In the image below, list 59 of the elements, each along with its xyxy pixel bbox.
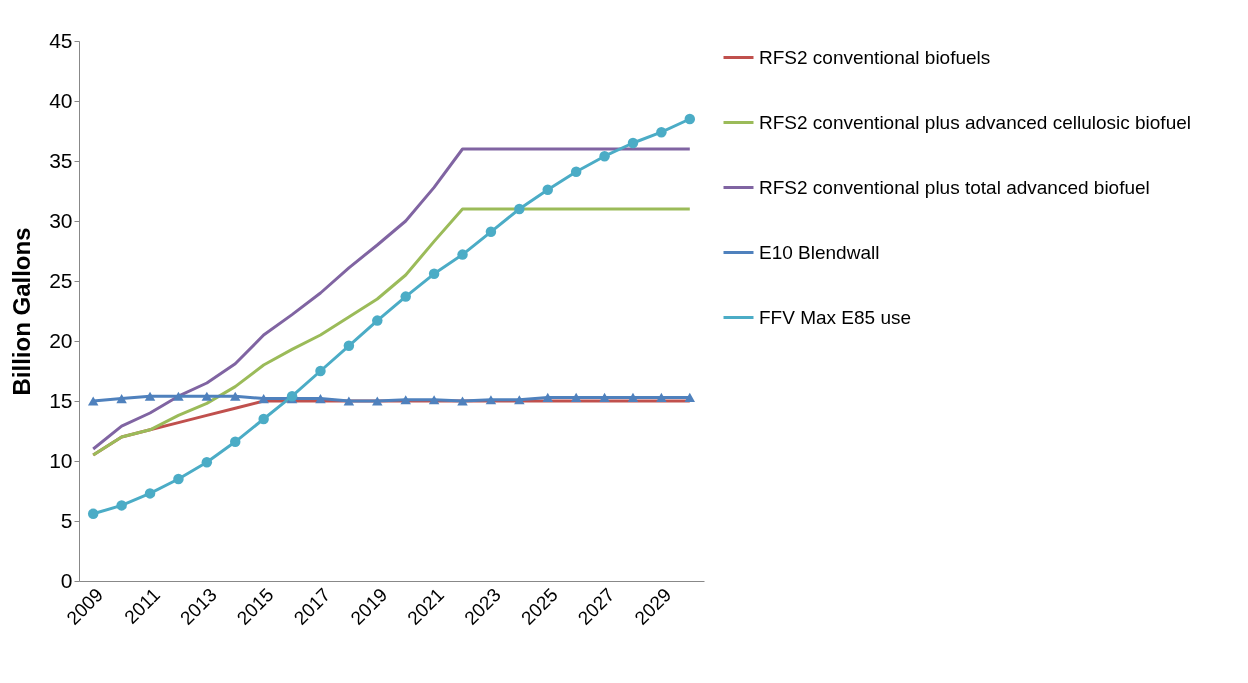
point <box>343 340 355 352</box>
point <box>485 395 497 405</box>
point <box>286 390 298 402</box>
point <box>627 392 639 402</box>
y-tick-label: 20 <box>49 328 73 352</box>
point <box>400 395 411 405</box>
point <box>372 315 383 326</box>
point <box>656 126 667 138</box>
point <box>684 392 696 402</box>
point <box>627 137 639 149</box>
legend-label: RFS2 conventional biofuels <box>759 46 991 68</box>
legend-label: RFS2 conventional plus total advanced biofuel <box>759 176 1150 198</box>
point <box>428 268 440 280</box>
point <box>258 394 269 404</box>
point <box>343 396 355 406</box>
point <box>514 395 525 405</box>
legend-label: RFS2 conventional plus advanced cellulosic biofuel <box>759 111 1191 133</box>
point <box>230 436 241 448</box>
point <box>457 249 468 260</box>
point <box>599 392 610 402</box>
point <box>542 392 553 402</box>
point <box>542 184 553 196</box>
point <box>87 396 99 406</box>
point <box>599 150 610 162</box>
point <box>173 473 184 485</box>
y-tick-label: 45 <box>49 28 73 52</box>
point <box>144 391 156 401</box>
point <box>457 396 468 406</box>
point <box>173 391 184 401</box>
point <box>315 394 326 404</box>
point <box>201 391 213 401</box>
point <box>258 413 269 425</box>
point <box>230 391 241 401</box>
y-tick-label: 15 <box>49 388 73 412</box>
y-tick-label: 30 <box>49 208 73 232</box>
point <box>570 392 582 402</box>
point <box>570 166 582 178</box>
point <box>485 226 497 238</box>
point <box>656 392 667 402</box>
point <box>116 394 127 404</box>
y-tick-label: 35 <box>49 148 73 172</box>
y-tick-label: 10 <box>49 448 73 472</box>
y-axis-title: Billion Gallons <box>8 227 36 396</box>
point <box>315 365 326 377</box>
legend-label: E10 Blendwall <box>759 241 880 263</box>
y-tick-label: 5 <box>60 508 73 532</box>
point <box>116 500 127 511</box>
y-tick-label: 40 <box>49 88 73 112</box>
point <box>684 113 696 125</box>
legend-label: FFV Max E85 use <box>759 306 912 328</box>
point <box>201 456 213 468</box>
point <box>372 396 383 406</box>
point <box>514 203 525 215</box>
point <box>87 508 99 520</box>
point <box>428 395 440 405</box>
y-tick-label: 0 <box>60 568 73 592</box>
y-tick-label: 25 <box>49 268 73 292</box>
point <box>400 291 411 302</box>
point <box>144 488 156 499</box>
